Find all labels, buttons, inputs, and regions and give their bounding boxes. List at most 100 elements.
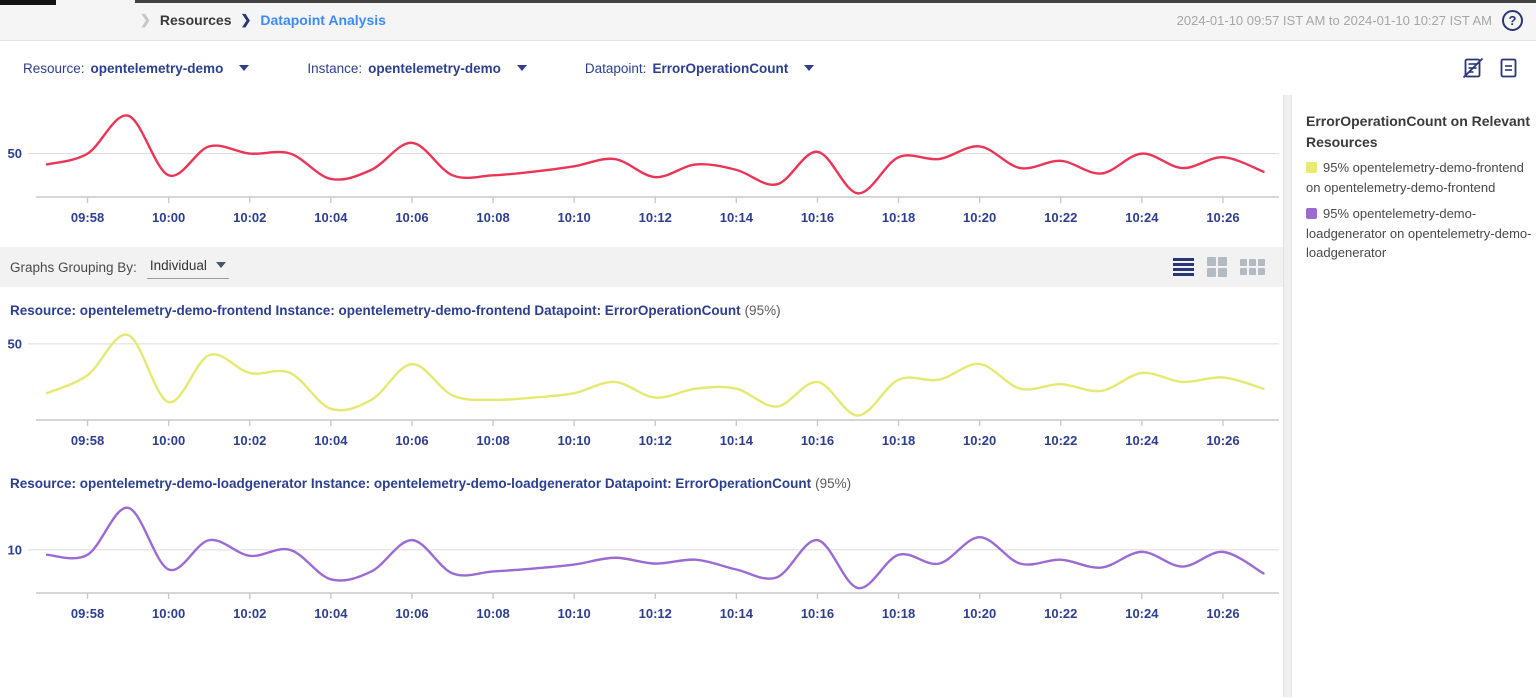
scrollbar[interactable] [1283, 95, 1292, 697]
svg-text:10:06: 10:06 [395, 210, 428, 225]
svg-text:10:06: 10:06 [395, 606, 428, 621]
svg-text:10: 10 [8, 542, 22, 557]
browser-chrome-strip-left [0, 0, 56, 5]
legend-panel: ErrorOperationCount on Relevant Resource… [1292, 95, 1536, 697]
svg-text:09:58: 09:58 [71, 210, 104, 225]
top-navigation-bar: ❯ Resources ❯ Datapoint Analysis 2024-01… [0, 0, 1536, 41]
time-range-label: 2024-01-10 09:57 IST AM to 2024-01-10 10… [1176, 12, 1492, 28]
help-icon[interactable]: ? [1502, 9, 1523, 31]
chevron-right-icon: ❯ [140, 12, 151, 27]
breadcrumb: ❯ Resources ❯ Datapoint Analysis [140, 12, 386, 28]
chevron-down-icon [804, 65, 815, 71]
legend-item-loadgenerator-label: 95% opentelemetry-demo-loadgenerator on … [1306, 206, 1532, 260]
loadgenerator-chart-title: Resource: opentelemetry-demo-loadgenerat… [10, 476, 1283, 491]
svg-text:10:12: 10:12 [639, 210, 672, 225]
svg-text:10:24: 10:24 [1125, 210, 1159, 225]
loadgenerator-chart[interactable]: 10 09:58 10:00 10:02 10:04 10:06 10:08 10:10 10:… [0, 493, 1283, 633]
datapoint-filter-value: ErrorOperationCount [652, 60, 789, 76]
svg-text:10:08: 10:08 [476, 606, 509, 621]
svg-text:10:08: 10:08 [476, 210, 509, 225]
svg-text:10:22: 10:22 [1044, 433, 1077, 448]
svg-text:10:10: 10:10 [558, 606, 591, 621]
svg-text:10:00: 10:00 [152, 210, 185, 225]
resource-filter-label: Resource: [23, 60, 85, 76]
breadcrumb-datapoint-analysis[interactable]: Datapoint Analysis [260, 12, 386, 28]
instance-filter-value: opentelemetry-demo [368, 60, 501, 76]
svg-text:10:20: 10:20 [963, 210, 996, 225]
svg-text:10:02: 10:02 [233, 606, 266, 621]
svg-text:10:16: 10:16 [801, 433, 834, 448]
legend-item-frontend[interactable]: 95% opentelemetry-demo-frontend on opent… [1306, 158, 1532, 197]
svg-text:10:20: 10:20 [963, 433, 996, 448]
svg-text:10:14: 10:14 [720, 606, 754, 621]
combined-chart[interactable]: 50 09:58 10:00 10:02 10:04 10:06 10:08 10:10 10:… [0, 97, 1283, 237]
filter-bar: Resource: opentelemetry-demo Instance: o… [0, 41, 1536, 95]
grouping-dropdown[interactable]: Individual [146, 256, 229, 279]
svg-text:10:02: 10:02 [233, 210, 266, 225]
frontend-chart-title: Resource: opentelemetry-demo-frontend In… [10, 303, 1283, 318]
svg-text:10:26: 10:26 [1206, 210, 1239, 225]
svg-text:10:04: 10:04 [314, 606, 348, 621]
svg-text:10:18: 10:18 [882, 210, 915, 225]
grouping-value: Individual [149, 257, 207, 273]
list-view-icon[interactable] [1173, 258, 1194, 276]
svg-text:10:06: 10:06 [395, 433, 428, 448]
legend-item-frontend-label: 95% opentelemetry-demo-frontend on opent… [1306, 160, 1524, 195]
svg-text:50: 50 [8, 146, 22, 161]
svg-text:09:58: 09:58 [71, 433, 104, 448]
resource-filter-dropdown[interactable]: Resource: opentelemetry-demo [23, 60, 250, 76]
chevron-down-icon [215, 262, 226, 268]
resource-filter-value: opentelemetry-demo [90, 60, 224, 76]
svg-text:10:10: 10:10 [558, 433, 591, 448]
datapoint-filter-dropdown[interactable]: Datapoint: ErrorOperationCount [584, 60, 815, 76]
grouping-label: Graphs Grouping By: [10, 259, 137, 275]
svg-text:10:16: 10:16 [801, 606, 834, 621]
grid-2-view-icon[interactable] [1207, 257, 1227, 277]
breadcrumb-resources[interactable]: Resources [159, 12, 232, 28]
frontend-chart-title-text: Resource: opentelemetry-demo-frontend In… [10, 303, 741, 318]
svg-text:10:14: 10:14 [720, 433, 754, 448]
legend-title: ErrorOperationCount on Relevant Resource… [1306, 113, 1531, 150]
svg-text:10:04: 10:04 [314, 210, 348, 225]
svg-text:10:22: 10:22 [1044, 210, 1077, 225]
chevron-down-icon [516, 65, 527, 71]
legend-item-loadgenerator[interactable]: 95% opentelemetry-demo-loadgenerator on … [1306, 204, 1532, 263]
charts-area: 50 09:58 10:00 10:02 10:04 10:06 10:08 10:10 10:… [0, 95, 1283, 697]
svg-text:10:12: 10:12 [639, 606, 672, 621]
svg-text:10:00: 10:00 [152, 433, 185, 448]
svg-text:10:24: 10:24 [1125, 606, 1159, 621]
loadgenerator-chart-percentile: (95%) [815, 476, 852, 491]
datapoint-filter-label: Datapoint: [584, 60, 647, 76]
frontend-series-swatch [1306, 162, 1317, 173]
svg-text:10:10: 10:10 [558, 210, 591, 225]
svg-text:10:04: 10:04 [314, 433, 348, 448]
instance-filter-dropdown[interactable]: Instance: opentelemetry-demo [307, 61, 527, 76]
svg-text:09:58: 09:58 [71, 606, 104, 621]
chevron-down-icon [239, 65, 250, 71]
svg-text:10:18: 10:18 [882, 606, 915, 621]
annotations-off-icon[interactable] [1462, 57, 1484, 79]
svg-text:50: 50 [8, 336, 22, 351]
grid-3-view-icon[interactable] [1240, 259, 1265, 275]
frontend-chart[interactable]: 50 09:58 10:00 10:02 10:04 10:06 10:08 10:10 10:… [0, 320, 1283, 460]
loadgenerator-series-swatch [1306, 208, 1317, 219]
frontend-chart-percentile: (95%) [744, 303, 781, 318]
report-icon[interactable] [1499, 57, 1518, 79]
loadgenerator-chart-title-text: Resource: opentelemetry-demo-loadgenerat… [10, 476, 812, 491]
svg-text:10:02: 10:02 [233, 433, 266, 448]
svg-text:10:24: 10:24 [1125, 433, 1159, 448]
svg-text:10:14: 10:14 [720, 210, 754, 225]
svg-text:10:26: 10:26 [1206, 606, 1239, 621]
svg-text:10:20: 10:20 [963, 606, 996, 621]
graphs-grouping-bar: Graphs Grouping By: Individual [0, 247, 1283, 287]
svg-text:10:22: 10:22 [1044, 606, 1077, 621]
svg-text:10:26: 10:26 [1206, 433, 1239, 448]
svg-text:10:08: 10:08 [476, 433, 509, 448]
chevron-right-icon: ❯ [240, 12, 252, 27]
instance-filter-label: Instance: [307, 60, 363, 76]
svg-text:10:18: 10:18 [882, 433, 915, 448]
svg-text:10:00: 10:00 [152, 606, 185, 621]
svg-text:10:16: 10:16 [801, 210, 834, 225]
svg-text:10:12: 10:12 [639, 433, 672, 448]
browser-chrome-strip [135, 0, 1536, 3]
